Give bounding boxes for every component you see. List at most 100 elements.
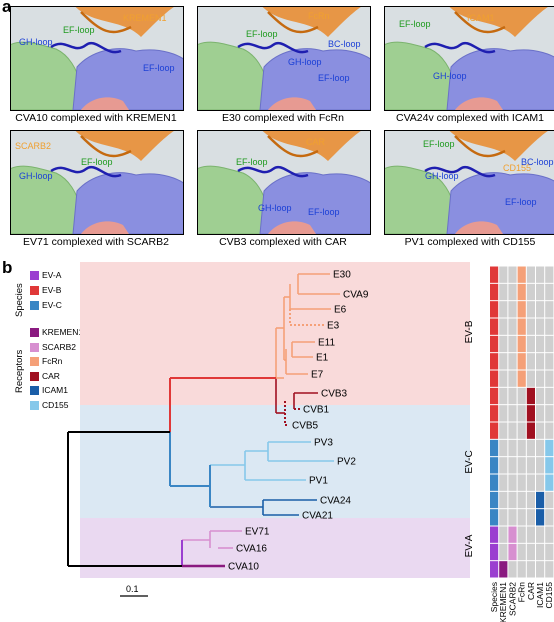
matrix-cell [490, 439, 499, 457]
matrix-cell [536, 491, 545, 509]
matrix-cell [499, 387, 508, 405]
matrix-cell [545, 301, 554, 318]
receptor-label: FcRn [308, 11, 330, 21]
matrix-cell [490, 491, 499, 509]
tile-caption: CVB3 complexed with CAR [219, 236, 347, 248]
leaf-label: CVA16 [236, 544, 267, 555]
matrix-cell [499, 561, 508, 578]
group-label: EV-C [464, 450, 475, 473]
matrix-cell [526, 301, 535, 318]
matrix-cell [508, 370, 517, 387]
matrix-cell [490, 543, 499, 561]
tile-caption: PV1 complexed with CD155 [404, 236, 536, 248]
matrix-cell [536, 474, 545, 491]
matrix-cell [526, 422, 535, 439]
matrix-cell [526, 387, 535, 405]
matrix-cell [499, 422, 508, 439]
structure-render [385, 131, 554, 234]
group-band-extension [395, 405, 470, 518]
matrix-cell [508, 335, 517, 353]
matrix-cell [545, 491, 554, 509]
matrix-cell [545, 422, 554, 439]
receptor-label: CAR [306, 137, 326, 147]
matrix-cell [490, 318, 499, 335]
receptor-swatch [30, 386, 39, 395]
matrix-cell [545, 526, 554, 543]
group-band-extension [395, 262, 470, 405]
matrix-cell [536, 543, 545, 561]
matrix-cell [499, 543, 508, 561]
matrix-cell [508, 353, 517, 370]
matrix-column-label: ICAM1 [535, 582, 545, 608]
loop-label: EF-loop [246, 29, 278, 39]
matrix-cell [508, 457, 517, 474]
structure-render [385, 7, 554, 110]
structure-render [11, 7, 183, 110]
leaf-label: E6 [334, 305, 347, 316]
matrix-cell [536, 301, 545, 318]
matrix-cell [517, 457, 526, 474]
leaf-label: CVB1 [303, 405, 330, 416]
matrix-cell [545, 509, 554, 526]
matrix-cell [508, 266, 517, 283]
loop-label: EF-loop [318, 73, 350, 83]
group-band [80, 262, 395, 405]
structure-render [198, 7, 370, 110]
matrix-cell [545, 561, 554, 578]
receptor-swatch [30, 357, 39, 366]
loop-label: GH-loop [433, 71, 467, 81]
leaf-label: CVA24 [320, 496, 351, 507]
matrix-cell [526, 283, 535, 301]
matrix-cell [526, 474, 535, 491]
structure-tile: FcRn EF-loop BC-loop GH-loop EF-loop [197, 6, 371, 111]
leaf-label: CVA10 [228, 562, 259, 573]
species-swatch [30, 286, 39, 295]
loop-label: EF-loop [236, 157, 268, 167]
matrix-cell [508, 561, 517, 578]
matrix-cell [536, 422, 545, 439]
matrix-cell [499, 301, 508, 318]
matrix-cell [536, 561, 545, 578]
matrix-cell [517, 370, 526, 387]
matrix-cell [545, 283, 554, 301]
matrix-cell [517, 474, 526, 491]
receptor-swatch [30, 371, 39, 381]
group-label: EV-B [464, 320, 475, 343]
matrix-cell [526, 318, 535, 335]
matrix-cell [490, 266, 499, 283]
loop-label: GH-loop [288, 57, 322, 67]
matrix-cell [517, 335, 526, 353]
receptor-name: CAR [42, 370, 60, 381]
matrix-cell [536, 266, 545, 283]
receptor-name: CD155 [42, 399, 69, 410]
phylogenetic-tree: EV-B EV-C EV-A E30 CVA9 E6 E3 E11 E1 E7 CVB3 CVB1 CV… [67, 262, 554, 622]
matrix-cell [508, 543, 517, 561]
structure-tile: KREMEN1 EF-loop GH-loop EF-loop [10, 6, 184, 111]
matrix-cell [526, 335, 535, 353]
matrix-cell [490, 561, 499, 578]
matrix-cell [490, 353, 499, 370]
matrix-cell [536, 457, 545, 474]
matrix-cell [490, 457, 499, 474]
leaf-label: E30 [333, 270, 351, 281]
leaf-label: CVA21 [302, 511, 333, 522]
matrix-cell [508, 405, 517, 422]
loop-label: GH-loop [258, 203, 292, 213]
matrix-cell [536, 405, 545, 422]
leaf-label: PV3 [314, 438, 333, 449]
tile-caption: EV71 complexed with SCARB2 [23, 236, 169, 248]
matrix-cell [490, 509, 499, 526]
loop-label: BC-loop [521, 157, 554, 167]
receptor-swatch [30, 342, 39, 352]
matrix-cell [545, 353, 554, 370]
receptor-label: SCARB2 [15, 141, 52, 151]
matrix-cell [499, 283, 508, 301]
matrix-cell [508, 474, 517, 491]
matrix-cell [545, 387, 554, 405]
matrix-cell [499, 370, 508, 387]
species-swatch [30, 271, 39, 280]
receptor-swatch [30, 328, 39, 337]
matrix-cell [490, 387, 499, 405]
matrix-column-label: SCARB2 [507, 582, 517, 616]
receptor-swatch [30, 400, 39, 410]
